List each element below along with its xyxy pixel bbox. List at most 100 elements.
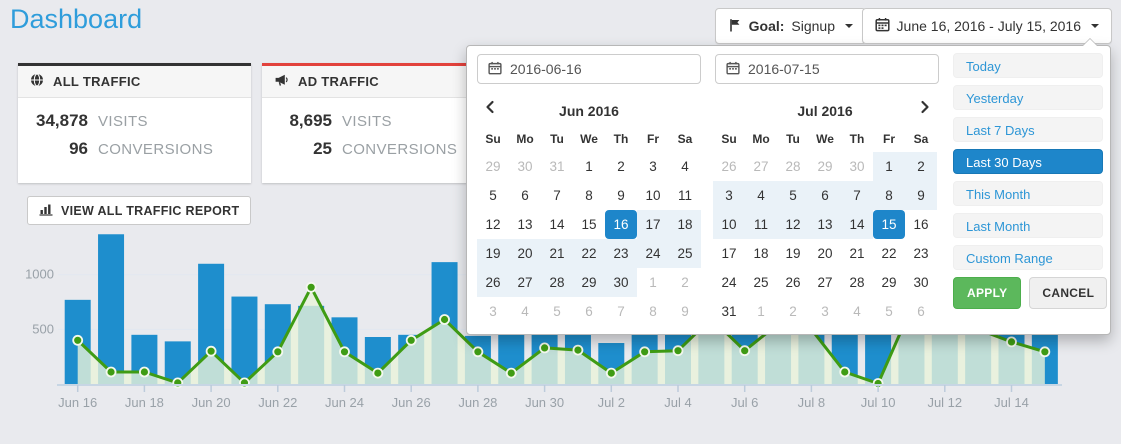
day-cell[interactable]: 5 <box>885 304 893 319</box>
day-cell[interactable]: 25 <box>753 275 769 290</box>
day-cell[interactable]: 30 <box>517 159 533 174</box>
line-point-jul-4[interactable] <box>672 345 684 357</box>
day-cell[interactable]: 24 <box>637 239 669 268</box>
day-cell-selected[interactable]: 16 <box>605 210 637 239</box>
day-cell[interactable]: 7 <box>617 304 625 319</box>
line-point-jun-22[interactable] <box>272 346 284 358</box>
day-cell[interactable]: 30 <box>913 275 929 290</box>
range-option-today[interactable]: Today <box>953 53 1103 78</box>
day-cell[interactable]: 5 <box>489 188 497 203</box>
view-all-traffic-report-button[interactable]: VIEW ALL TRAFFIC REPORT <box>27 196 252 225</box>
day-cell[interactable]: 2 <box>617 159 625 174</box>
day-cell[interactable]: 17 <box>637 210 669 239</box>
line-point-jun-20[interactable] <box>205 345 217 357</box>
range-option-custom-range[interactable]: Custom Range <box>953 245 1103 270</box>
day-cell[interactable]: 1 <box>649 275 657 290</box>
line-point-jul-14[interactable] <box>1006 336 1017 348</box>
visits-bar-jun-17[interactable] <box>98 234 125 384</box>
line-point-jun-27[interactable] <box>439 314 450 325</box>
line-point-jun-23[interactable] <box>305 281 317 293</box>
day-cell[interactable]: 19 <box>785 246 801 261</box>
day-cell[interactable]: 5 <box>553 304 561 319</box>
day-cell[interactable]: 26 <box>785 275 801 290</box>
day-cell[interactable]: 7 <box>553 188 561 203</box>
line-point-jul-3[interactable] <box>639 346 651 358</box>
line-point-jul-1[interactable] <box>572 344 584 356</box>
day-cell[interactable]: 13 <box>809 210 841 239</box>
day-cell[interactable]: 27 <box>753 159 769 174</box>
line-point-jul-2[interactable] <box>605 367 617 379</box>
line-point-jun-19[interactable] <box>172 377 184 389</box>
cancel-button[interactable]: CANCEL <box>1029 277 1108 309</box>
day-cell[interactable]: 29 <box>817 159 833 174</box>
day-cell[interactable]: 27 <box>509 268 541 297</box>
day-cell[interactable]: 29 <box>881 275 897 290</box>
day-cell[interactable]: 6 <box>917 304 925 319</box>
day-cell[interactable]: 14 <box>841 210 873 239</box>
day-cell[interactable]: 28 <box>849 275 865 290</box>
line-point-jun-26[interactable] <box>405 334 417 346</box>
day-cell[interactable]: 6 <box>585 304 593 319</box>
day-cell[interactable]: 2 <box>681 275 689 290</box>
line-point-jul-9[interactable] <box>839 366 851 378</box>
day-cell[interactable]: 2 <box>905 152 937 181</box>
day-cell[interactable]: 18 <box>669 210 701 239</box>
day-cell[interactable]: 8 <box>649 304 657 319</box>
range-option-last-month[interactable]: Last Month <box>953 213 1103 238</box>
line-point-jul-15[interactable] <box>1039 346 1051 358</box>
range-option-yesterday[interactable]: Yesterday <box>953 85 1103 110</box>
day-cell[interactable]: 1 <box>757 304 765 319</box>
day-cell[interactable]: 24 <box>721 275 737 290</box>
day-cell[interactable]: 22 <box>573 239 605 268</box>
day-cell[interactable]: 23 <box>605 239 637 268</box>
line-point-jun-24[interactable] <box>339 346 350 358</box>
end-date-input[interactable]: 2016-07-15 <box>715 54 939 84</box>
day-cell[interactable]: 10 <box>713 210 745 239</box>
day-cell[interactable]: 16 <box>913 217 929 232</box>
range-option-last-30-days[interactable]: Last 30 Days <box>953 149 1103 174</box>
line-point-jun-18[interactable] <box>138 366 150 378</box>
day-cell[interactable]: 18 <box>753 246 769 261</box>
day-cell[interactable]: 5 <box>777 181 809 210</box>
day-cell[interactable]: 3 <box>821 304 829 319</box>
line-point-jun-16[interactable] <box>72 334 84 346</box>
day-cell[interactable]: 3 <box>649 159 657 174</box>
day-cell[interactable]: 7 <box>841 181 873 210</box>
day-cell[interactable]: 14 <box>549 217 565 232</box>
day-cell[interactable]: 20 <box>817 246 833 261</box>
day-cell[interactable]: 30 <box>849 159 865 174</box>
day-cell-selected[interactable]: 15 <box>873 210 905 239</box>
day-cell[interactable]: 13 <box>517 217 533 232</box>
day-cell[interactable]: 28 <box>541 268 573 297</box>
day-cell[interactable]: 21 <box>541 239 573 268</box>
day-cell[interactable]: 4 <box>745 181 777 210</box>
day-cell[interactable]: 26 <box>721 159 737 174</box>
day-cell[interactable]: 27 <box>817 275 833 290</box>
day-cell[interactable]: 8 <box>585 188 593 203</box>
line-point-jun-17[interactable] <box>105 366 117 378</box>
day-cell[interactable]: 20 <box>509 239 541 268</box>
day-cell[interactable]: 3 <box>489 304 497 319</box>
day-cell[interactable]: 8 <box>873 181 905 210</box>
day-cell[interactable]: 28 <box>785 159 801 174</box>
next-month-button[interactable] <box>915 100 935 117</box>
day-cell[interactable]: 9 <box>681 304 689 319</box>
day-cell[interactable]: 4 <box>681 159 689 174</box>
line-point-jun-28[interactable] <box>472 346 484 358</box>
day-cell[interactable]: 4 <box>853 304 861 319</box>
line-point-jun-21[interactable] <box>239 377 250 389</box>
day-cell[interactable]: 22 <box>881 246 897 261</box>
day-cell[interactable]: 1 <box>873 152 905 181</box>
day-cell[interactable]: 9 <box>905 181 937 210</box>
day-cell[interactable]: 9 <box>617 188 625 203</box>
day-cell[interactable]: 6 <box>809 181 841 210</box>
day-cell[interactable]: 23 <box>913 246 929 261</box>
line-point-jul-6[interactable] <box>739 345 751 357</box>
goal-dropdown-button[interactable]: Goal: Signup <box>714 8 866 44</box>
day-cell[interactable]: 10 <box>645 188 661 203</box>
day-cell[interactable]: 29 <box>485 159 501 174</box>
visits-bar-jun-21[interactable] <box>231 296 258 384</box>
day-cell[interactable]: 25 <box>669 239 701 268</box>
day-cell[interactable]: 11 <box>677 188 692 203</box>
prev-month-button[interactable] <box>479 100 499 117</box>
